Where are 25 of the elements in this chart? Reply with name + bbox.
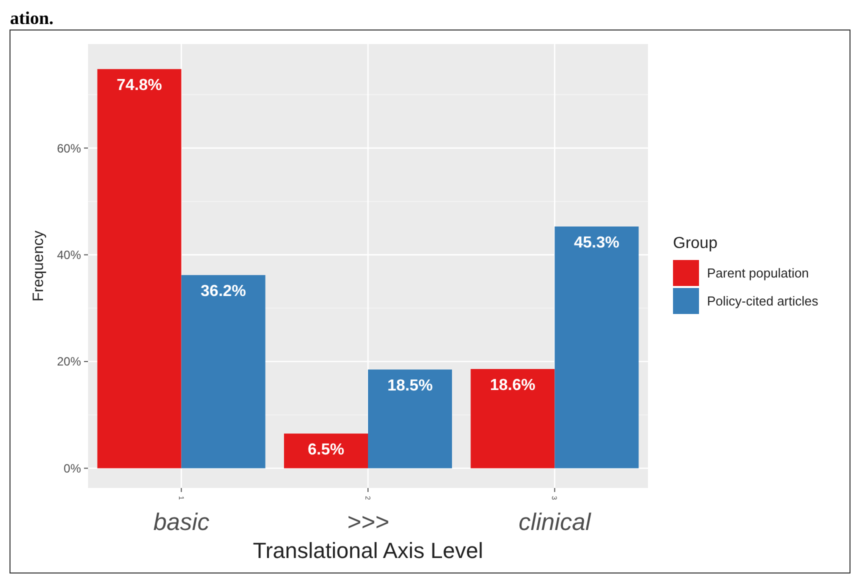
bar — [368, 370, 452, 468]
text: ation. — [10, 8, 54, 28]
x-tick-label: basic — [153, 509, 210, 536]
y-axis-title: Frequency — [30, 230, 47, 302]
data-label: 18.6% — [490, 376, 536, 394]
y-tick-label: 20% — [56, 354, 82, 369]
bar — [470, 368, 555, 468]
y-tick-label: 60% — [56, 141, 82, 156]
bar — [97, 69, 182, 468]
x-axis-title: Translational Axis Level — [252, 538, 484, 563]
bar — [284, 434, 368, 468]
legend-label: Parent population — [707, 266, 809, 281]
legend-title: Group — [673, 235, 718, 252]
y-tick-label: 40% — [56, 248, 82, 262]
y-tick-label: 0% — [64, 461, 82, 476]
bar — [181, 275, 266, 468]
legend-label: Policy-cited articles — [707, 294, 819, 309]
data-label: 6.5% — [308, 442, 344, 459]
x-tick-label: >>> — [346, 509, 390, 536]
data-label: 18.5% — [387, 378, 433, 395]
data-label: 36.2% — [200, 283, 246, 300]
data-label: 74.8% — [116, 77, 162, 94]
bar — [554, 226, 639, 468]
x-tick-label: clinical — [518, 509, 592, 536]
data-label: 45.3% — [574, 234, 620, 252]
